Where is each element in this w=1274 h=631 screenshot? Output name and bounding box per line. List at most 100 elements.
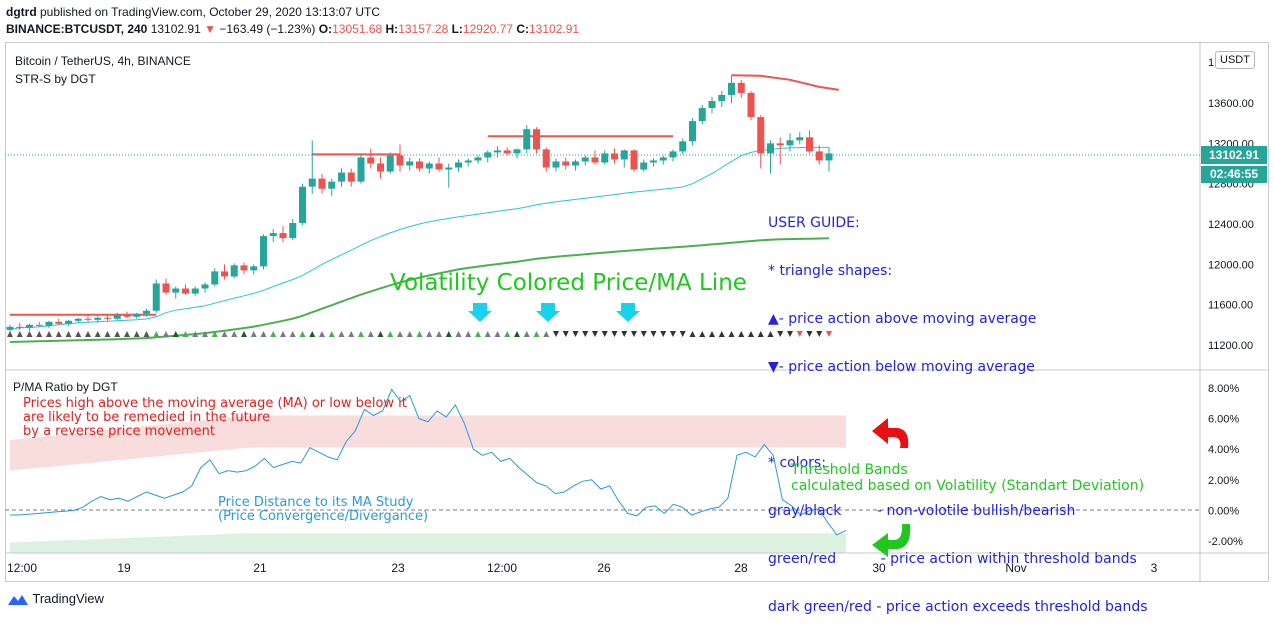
note-line: are likely to be remedied in the future xyxy=(23,410,271,425)
triangle-up-marker xyxy=(36,331,43,337)
triangle-up-marker xyxy=(397,331,403,337)
candle-body xyxy=(328,181,336,189)
triangle-up-marker xyxy=(533,331,540,337)
candle-body xyxy=(757,117,765,154)
candle-body xyxy=(386,155,394,172)
price-ma-line xyxy=(9,146,829,330)
triangle-up-marker xyxy=(250,331,257,337)
triangle-down-marker xyxy=(679,331,686,337)
ratio-tick-label: 4.00% xyxy=(1208,444,1239,456)
guide-line: * triangle shapes: xyxy=(768,263,893,279)
triangle-up-marker xyxy=(767,331,774,337)
price-tick-label: 1 xyxy=(1208,57,1214,69)
candle-body xyxy=(123,314,131,317)
triangle-up-marker xyxy=(26,331,33,337)
guide-line: gray/black - non-volotile bullish/bearis… xyxy=(768,503,1076,519)
time-tick-label: 23 xyxy=(391,561,405,575)
last-price: 13102.91 xyxy=(150,22,201,36)
triangle-up-marker xyxy=(55,331,62,337)
candle-body xyxy=(299,186,306,223)
price-tick-label: 11200.00 xyxy=(1208,340,1253,352)
candle-body xyxy=(474,157,482,161)
publish-text: published on TradingView.com, October 29… xyxy=(40,5,380,19)
chart-frame[interactable] xyxy=(5,42,1269,582)
candle-body xyxy=(815,151,823,161)
triangle-up-marker xyxy=(172,331,179,337)
triangle-up-marker xyxy=(484,331,491,337)
candle-body xyxy=(55,321,63,324)
triangle-up-marker xyxy=(211,331,218,337)
triangle-down-marker xyxy=(621,331,628,337)
candle-body xyxy=(484,152,492,158)
candle-body xyxy=(698,108,706,122)
arrow-down-icon xyxy=(616,303,640,322)
last-price-tag: 13102.91 xyxy=(1201,146,1267,164)
candle-body xyxy=(260,236,267,267)
candle-body xyxy=(581,157,589,162)
time-tick-label: 21 xyxy=(253,561,267,575)
ticker-label: BINANCE:BTCUSDT, 240 xyxy=(6,22,148,36)
chart-canvas[interactable]: 13600.0013200.0012800.0012400.0012000.00… xyxy=(0,0,1274,618)
candle-body xyxy=(708,100,716,109)
down-arrow-icon: ▼ xyxy=(204,22,216,36)
triangle-up-marker xyxy=(738,331,745,337)
triangle-up-marker xyxy=(153,331,160,337)
candle-body xyxy=(191,288,199,294)
triangle-down-marker xyxy=(562,331,569,337)
candle-body xyxy=(357,157,365,182)
time-tick-label: 12:00 xyxy=(487,561,517,575)
triangle-down-marker xyxy=(787,331,793,337)
currency-button[interactable]: USDT xyxy=(1215,51,1255,69)
note-line: (Price Convergence/Divergance) xyxy=(218,509,429,524)
triangle-up-marker xyxy=(465,331,472,337)
tradingview-logo[interactable]: TradingView xyxy=(7,591,104,607)
triangle-up-marker xyxy=(689,331,696,337)
candle-body xyxy=(6,326,14,330)
close-label: C: xyxy=(516,22,529,36)
triangle-up-marker xyxy=(543,331,550,337)
triangle-up-marker xyxy=(280,331,286,337)
triangle-down-marker xyxy=(572,331,579,337)
candle-body xyxy=(94,317,102,320)
candle-body xyxy=(747,92,755,118)
triangle-up-marker xyxy=(358,331,364,337)
low-label: L: xyxy=(451,22,463,36)
candle-body xyxy=(552,161,560,168)
triangle-up-marker xyxy=(436,331,442,337)
curved-arrow-green-icon xyxy=(872,524,911,557)
triangle-down-marker xyxy=(611,331,618,337)
candle-body xyxy=(737,82,745,93)
triangle-up-marker xyxy=(75,331,82,337)
candle-body xyxy=(269,233,277,237)
candle-body xyxy=(338,172,345,182)
candle-body xyxy=(133,313,141,317)
triangle-up-marker xyxy=(455,331,462,337)
candle-body xyxy=(445,167,453,170)
candle-body xyxy=(308,178,316,187)
triangle-up-marker xyxy=(143,331,150,337)
guide-line: ▲- price action above moving average xyxy=(768,311,1037,327)
triangle-up-marker xyxy=(260,331,267,337)
candle-body xyxy=(74,318,82,321)
triangle-up-marker xyxy=(494,331,501,337)
triangle-up-marker xyxy=(7,331,13,337)
note-line: calculated based on Volatility (Standart… xyxy=(791,478,1145,494)
candle-body xyxy=(211,271,219,285)
ratio-tick-label: 2.00% xyxy=(1208,475,1239,487)
price-tick-label: 11600.00 xyxy=(1208,300,1253,312)
guide-line: green/red - price action within threshol… xyxy=(768,551,1137,567)
candle-body xyxy=(396,155,404,166)
time-tick-label: 19 xyxy=(117,561,131,575)
price-tick-label: 12400.00 xyxy=(1208,219,1254,231)
candle-body xyxy=(640,162,648,170)
triangle-down-marker xyxy=(650,331,657,337)
triangle-down-marker xyxy=(592,331,598,337)
candle-body xyxy=(630,150,638,170)
candle-body xyxy=(523,129,531,150)
candle-body xyxy=(221,271,228,277)
candle-body xyxy=(65,320,72,324)
candle-body xyxy=(26,324,33,328)
candle-body xyxy=(143,310,150,314)
note-line: Prices high above the moving average (MA… xyxy=(23,396,407,411)
candle-body xyxy=(84,318,92,320)
